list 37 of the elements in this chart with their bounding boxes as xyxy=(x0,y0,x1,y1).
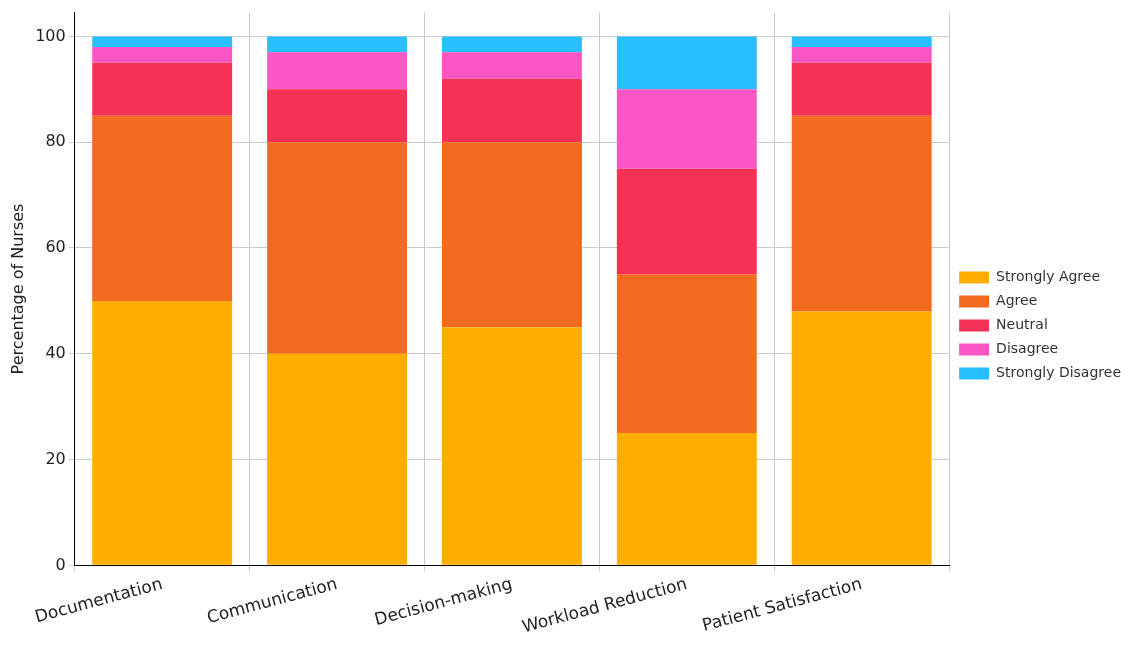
y-tick-label: 60 xyxy=(45,237,66,257)
bar xyxy=(791,62,932,116)
legend-label: Strongly Disagree xyxy=(996,364,1122,381)
bar xyxy=(441,142,582,328)
bar xyxy=(616,89,757,169)
bar xyxy=(616,274,757,434)
bar xyxy=(267,353,407,565)
y-tick-label: 20 xyxy=(45,448,66,468)
bar xyxy=(267,36,407,53)
legend-label: Disagree xyxy=(996,340,1059,357)
bar xyxy=(441,327,582,565)
y-tick-label: 100 xyxy=(35,25,66,45)
y-tick-label: 0 xyxy=(55,554,66,574)
bar xyxy=(92,62,233,116)
y-tick-label: 40 xyxy=(45,342,66,362)
legend-label: Neutral xyxy=(996,316,1048,333)
y-axis-title: Percentage of Nurses xyxy=(7,203,27,375)
bar xyxy=(267,142,407,354)
legend-label: Strongly Agree xyxy=(996,268,1101,285)
bar xyxy=(616,168,757,275)
bar xyxy=(616,36,757,90)
bar xyxy=(267,89,407,143)
bar xyxy=(92,46,233,63)
bar xyxy=(791,115,932,312)
bar xyxy=(441,36,582,53)
bar xyxy=(616,433,757,565)
bar xyxy=(92,36,233,47)
bar xyxy=(267,52,407,90)
bar xyxy=(791,36,932,47)
bar xyxy=(441,78,582,143)
bar xyxy=(92,300,233,565)
bar xyxy=(791,46,932,63)
bar xyxy=(791,311,932,565)
y-tick-label: 80 xyxy=(45,131,66,151)
bar xyxy=(92,115,233,301)
legend-label: Agree xyxy=(996,292,1038,309)
bar xyxy=(441,52,582,79)
